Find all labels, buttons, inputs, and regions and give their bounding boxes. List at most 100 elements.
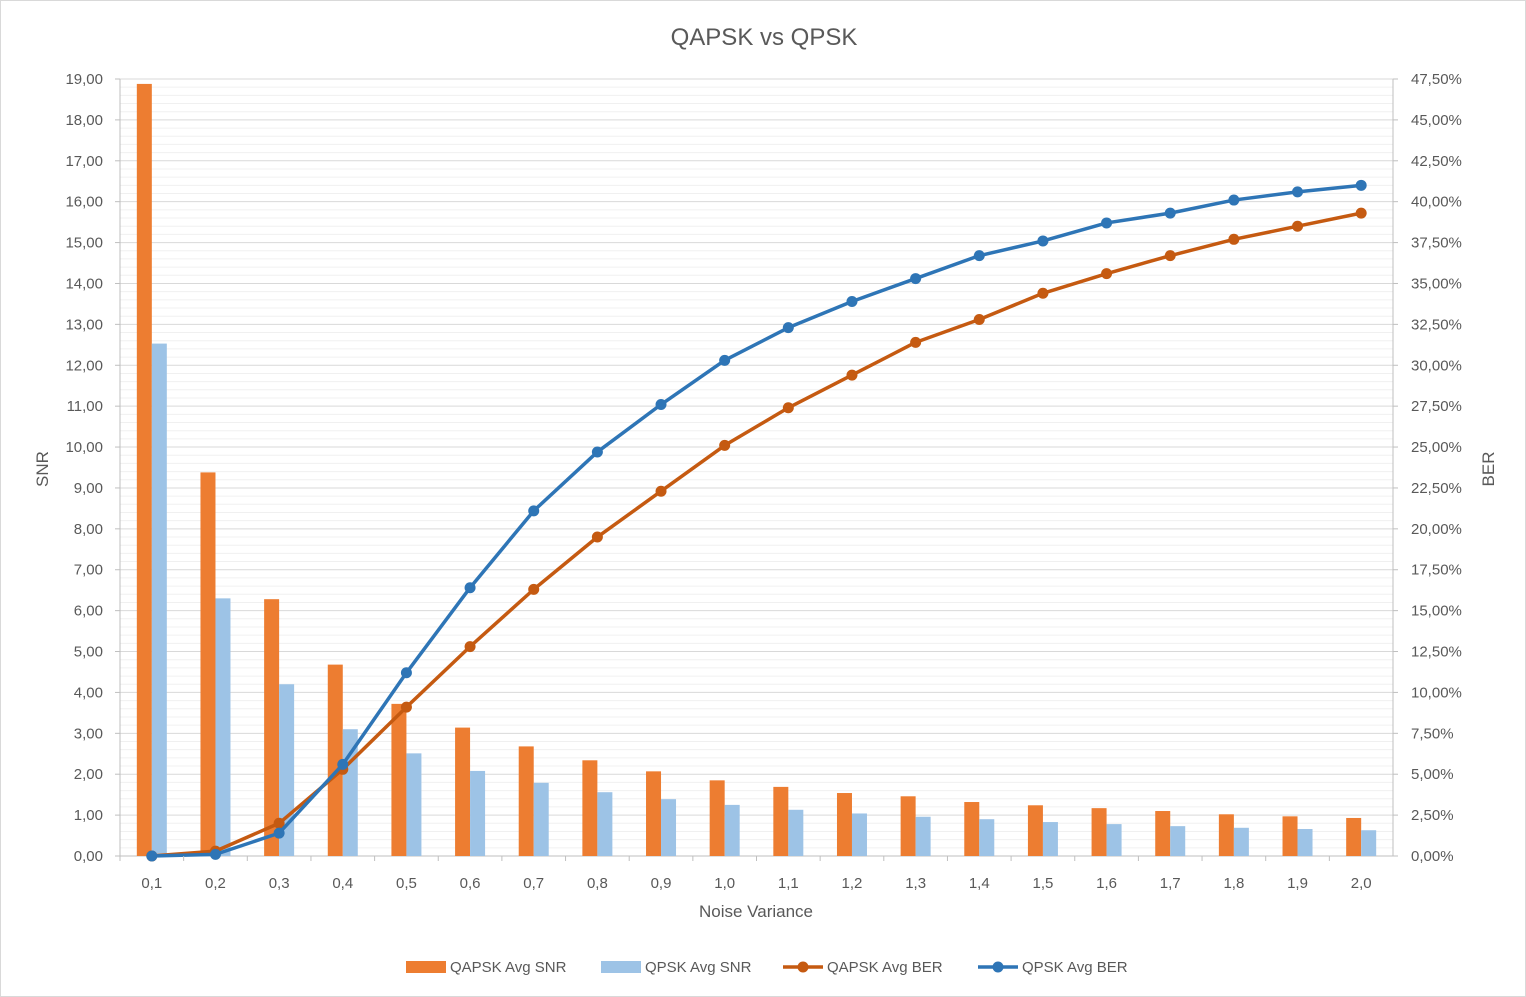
bar-qapsk-avg-snr [327, 664, 343, 856]
y-tick-label: 9,00 [74, 480, 103, 497]
point-qpsk-avg-ber [209, 848, 221, 860]
bar-qpsk-avg-snr [1042, 822, 1058, 856]
bar-qpsk-avg-snr [151, 343, 167, 856]
y2-tick-label: 47,50% [1411, 71, 1462, 88]
x-tick-label: 1,4 [969, 875, 990, 892]
point-qpsk-avg-ber [1228, 194, 1240, 206]
bar-qapsk-avg-snr [709, 780, 725, 856]
y2-tick-label: 32,50% [1411, 316, 1462, 333]
x-tick-label: 1,7 [1160, 875, 1181, 892]
gridlines [119, 78, 1394, 857]
legend-swatch [601, 961, 641, 973]
y-tick-label: 10,00 [65, 439, 103, 456]
chart-title: QAPSK vs QPSK [671, 24, 858, 51]
bar-qpsk-avg-snr [851, 813, 867, 856]
point-qapsk-avg-ber [464, 641, 476, 653]
x-tick-label: 1,1 [778, 875, 799, 892]
point-qpsk-avg-ber [973, 250, 985, 262]
point-qpsk-avg-ber [1037, 235, 1049, 247]
y2-tick-label: 35,00% [1411, 275, 1462, 292]
point-qpsk-avg-ber [1164, 207, 1176, 219]
point-qpsk-avg-ber [464, 582, 476, 594]
bar-qpsk-avg-snr [788, 809, 804, 856]
x-tick-label: 1,5 [1032, 875, 1053, 892]
y2-axis-title: BER [1479, 452, 1498, 487]
point-qpsk-avg-ber [782, 322, 794, 334]
x-tick-label: 0,2 [205, 875, 226, 892]
y-tick-label: 8,00 [74, 521, 103, 538]
bar-qpsk-avg-snr [533, 782, 549, 856]
bar-qapsk-avg-snr [773, 786, 789, 856]
bar-qapsk-avg-snr [264, 599, 280, 856]
legend-label: QPSK Avg BER [1022, 959, 1128, 976]
y-tick-label: 1,00 [74, 807, 103, 824]
legend: QAPSK Avg SNR QPSK Avg SNR QAPSK Avg BER QP… [406, 959, 1128, 976]
bar-qapsk-avg-snr [455, 727, 471, 856]
y-tick-label: 2,00 [74, 766, 103, 783]
point-qapsk-avg-ber [782, 402, 794, 414]
y2-tick-label: 12,50% [1411, 644, 1462, 661]
point-qpsk-avg-ber [1292, 186, 1304, 198]
bar-qapsk-avg-snr [1091, 808, 1107, 856]
x-tick-label: 1,9 [1287, 875, 1308, 892]
y-tick-label: 13,00 [65, 316, 103, 333]
x-tick-label: 1,0 [714, 875, 735, 892]
point-qpsk-avg-ber [528, 505, 540, 517]
legend-marker [797, 961, 809, 973]
point-qpsk-avg-ber [655, 399, 667, 411]
point-qapsk-avg-ber [1164, 250, 1176, 262]
bar-qpsk-avg-snr [724, 804, 740, 856]
bar-qpsk-avg-snr [470, 770, 486, 856]
bar-qapsk-avg-snr [836, 793, 852, 856]
y2-tick-label: 25,00% [1411, 439, 1462, 456]
point-qpsk-avg-ber [146, 850, 158, 862]
x-axis-title: Noise Variance [699, 902, 813, 921]
bar-qpsk-avg-snr [406, 753, 422, 856]
bar-qpsk-avg-snr [1106, 824, 1122, 856]
x-tick-label: 0,4 [332, 875, 353, 892]
legend-label: QAPSK Avg SNR [450, 959, 567, 976]
y-tick-label: 5,00 [74, 644, 103, 661]
y-tick-label: 0,00 [74, 848, 103, 865]
bar-qapsk-avg-snr [964, 802, 980, 856]
legend-label: QAPSK Avg BER [827, 959, 943, 976]
bar-qapsk-avg-snr [391, 703, 407, 856]
y2-tick-label: 20,00% [1411, 521, 1462, 538]
point-qapsk-avg-ber [528, 583, 540, 595]
x-tick-label: 1,2 [842, 875, 863, 892]
y2-tick-label: 45,00% [1411, 112, 1462, 129]
point-qpsk-avg-ber [1101, 217, 1113, 229]
y-tick-label: 3,00 [74, 725, 103, 742]
bar-qpsk-avg-snr [915, 816, 931, 856]
bar-series [136, 83, 1377, 857]
bar-qapsk-avg-snr [518, 746, 534, 856]
bar-qapsk-avg-snr [136, 83, 152, 857]
y-tick-label: 4,00 [74, 684, 103, 701]
bar-qapsk-avg-snr [1155, 811, 1171, 856]
line-qapsk-avg-ber [151, 211, 1362, 858]
y-tick-label: 15,00 [65, 235, 103, 252]
point-qapsk-avg-ber [846, 369, 858, 381]
bar-qapsk-avg-snr [1346, 817, 1362, 856]
y-axis-ticks: 0,00 1,00 2,00 3,00 4,00 5,00 6,00 7,00 8,00 9,00… [65, 71, 120, 865]
point-qpsk-avg-ber [910, 273, 922, 285]
point-qpsk-avg-ber [400, 667, 412, 679]
bar-qpsk-avg-snr [215, 598, 231, 856]
point-qpsk-avg-ber [1355, 179, 1367, 191]
y-tick-label: 6,00 [74, 603, 103, 620]
x-tick-label: 1,3 [905, 875, 926, 892]
y-tick-label: 12,00 [65, 357, 103, 374]
legend-marker [992, 961, 1004, 973]
bar-qpsk-avg-snr [597, 792, 613, 856]
x-tick-label: 2,0 [1351, 875, 1372, 892]
x-tick-label: 0,1 [141, 875, 162, 892]
y-tick-label: 19,00 [65, 71, 103, 88]
point-qapsk-avg-ber [1101, 268, 1113, 280]
y2-tick-label: 40,00% [1411, 194, 1462, 211]
y2-axis-ticks: 0,00% 2,50% 5,00% 7,50% 10,00% 12,50% 15,00% 17… [1393, 71, 1462, 865]
x-tick-label: 1,8 [1223, 875, 1244, 892]
y2-tick-label: 15,00% [1411, 603, 1462, 620]
y2-tick-label: 0,00% [1411, 848, 1454, 865]
